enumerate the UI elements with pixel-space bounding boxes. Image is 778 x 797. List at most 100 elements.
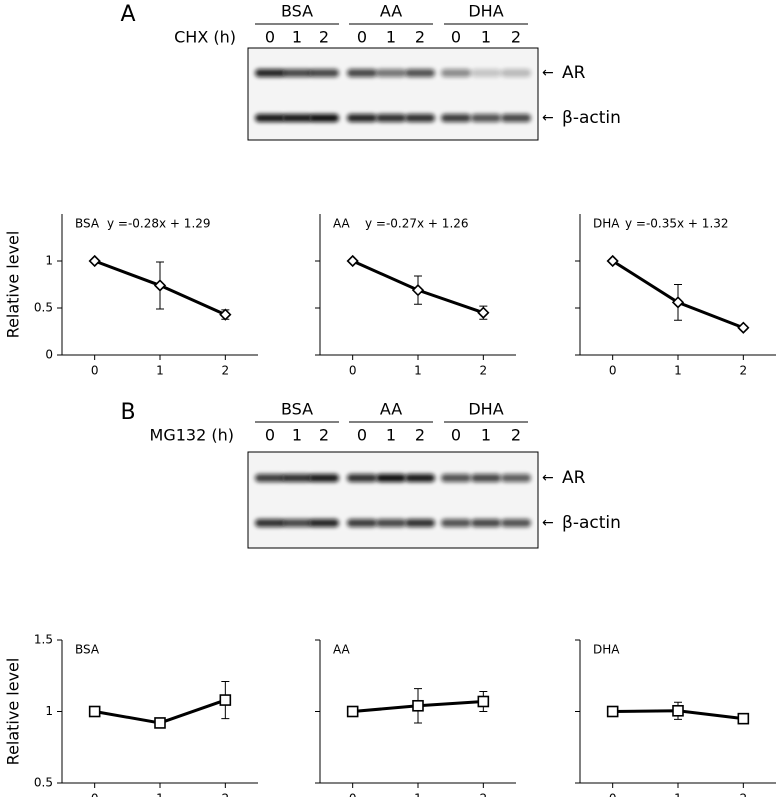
x-tick-label: 0 (349, 792, 357, 797)
chart-title: DHA (593, 643, 620, 657)
lane-label: 2 (415, 28, 425, 47)
protein-band (347, 114, 377, 122)
protein-band (501, 474, 531, 482)
x-tick-label: 2 (740, 792, 748, 797)
group-label: AA (380, 400, 402, 419)
group-label: DHA (468, 2, 503, 21)
protein-band (309, 114, 339, 122)
lane-label: 2 (319, 426, 329, 445)
marker (411, 284, 425, 297)
protein-band (471, 69, 501, 77)
lane-label: 1 (292, 426, 302, 445)
protein-band (376, 519, 406, 527)
x-tick-label: 0 (91, 364, 99, 378)
x-tick-label: 1 (414, 792, 422, 797)
protein-band (282, 69, 312, 77)
protein-band (255, 69, 285, 77)
band-arrow: ← (542, 515, 554, 531)
marker (88, 705, 101, 718)
band-label: AR (562, 63, 586, 83)
y-axis-label: Relative level (4, 231, 23, 339)
protein-band (282, 114, 312, 122)
x-tick-label: 2 (740, 364, 748, 378)
x-tick-label: 0 (349, 364, 357, 378)
lane-label: 1 (386, 28, 396, 47)
protein-band (376, 114, 406, 122)
lane-label: 2 (511, 28, 521, 47)
chart-title: AA (333, 217, 351, 231)
protein-band (405, 114, 435, 122)
band-arrow: ← (542, 110, 554, 126)
marker (153, 279, 167, 292)
protein-band (441, 69, 471, 77)
panel-label: B (120, 400, 135, 425)
protein-band (501, 519, 531, 527)
lane-label: 0 (451, 28, 461, 47)
protein-band (282, 474, 312, 482)
band-arrow: ← (542, 65, 554, 81)
marker (346, 254, 359, 268)
x-tick-label: 1 (674, 792, 682, 797)
equation: y =-0.35x + 1.32 (625, 217, 729, 231)
x-tick-label: 2 (222, 364, 230, 378)
marker (154, 717, 166, 729)
chart-title: BSA (75, 643, 100, 657)
lane-label: 2 (511, 426, 521, 445)
marker (219, 694, 232, 706)
y-tick-label: 1 (45, 254, 53, 268)
x-tick-label: 1 (156, 792, 164, 797)
panel-label: A (120, 2, 135, 27)
marker (606, 705, 619, 718)
protein-band (255, 474, 285, 482)
treatment-label: CHX (h) (174, 28, 236, 47)
equation: y =-0.27x + 1.26 (365, 217, 469, 231)
marker (219, 308, 232, 321)
lane-label: 0 (265, 28, 275, 47)
band-arrow: ← (542, 470, 554, 486)
marker (477, 306, 490, 319)
blot (247, 47, 539, 141)
group-label: DHA (468, 400, 503, 419)
x-tick-label: 0 (609, 364, 617, 378)
protein-band (347, 69, 377, 77)
protein-band (501, 69, 531, 77)
equation: y =-0.28x + 1.29 (107, 217, 211, 231)
x-tick-label: 1 (414, 364, 422, 378)
lane-label: 1 (292, 28, 302, 47)
y-tick-label: 0.5 (34, 301, 53, 315)
lane-label: 1 (481, 426, 491, 445)
lane-label: 1 (386, 426, 396, 445)
marker (88, 254, 101, 268)
lane-label: 0 (451, 426, 461, 445)
y-axis-label: Relative level (4, 658, 23, 766)
lane-label: 0 (265, 426, 275, 445)
protein-band (441, 474, 471, 482)
protein-band (255, 114, 285, 122)
protein-band (501, 114, 531, 122)
protein-band (441, 114, 471, 122)
band-label: β-actin (562, 513, 621, 533)
protein-band (347, 519, 377, 527)
marker (737, 321, 750, 334)
x-tick-label: 0 (609, 792, 617, 797)
protein-band (309, 519, 339, 527)
x-tick-label: 1 (156, 364, 164, 378)
protein-band (255, 519, 285, 527)
protein-band (405, 474, 435, 482)
x-tick-label: 2 (480, 792, 488, 797)
protein-band (471, 114, 501, 122)
protein-band (309, 474, 339, 482)
y-tick-label: 1.5 (34, 633, 53, 647)
marker (672, 704, 684, 717)
marker (737, 712, 750, 725)
chart-title: BSA (75, 217, 100, 231)
marker (606, 254, 619, 268)
protein-band (309, 69, 339, 77)
y-tick-label: 1 (45, 704, 53, 718)
protein-band (376, 69, 406, 77)
lane-label: 0 (357, 426, 367, 445)
marker (346, 705, 359, 718)
band-label: AR (562, 468, 586, 488)
group-label: BSA (281, 2, 313, 21)
y-tick-label: 0 (45, 348, 53, 362)
